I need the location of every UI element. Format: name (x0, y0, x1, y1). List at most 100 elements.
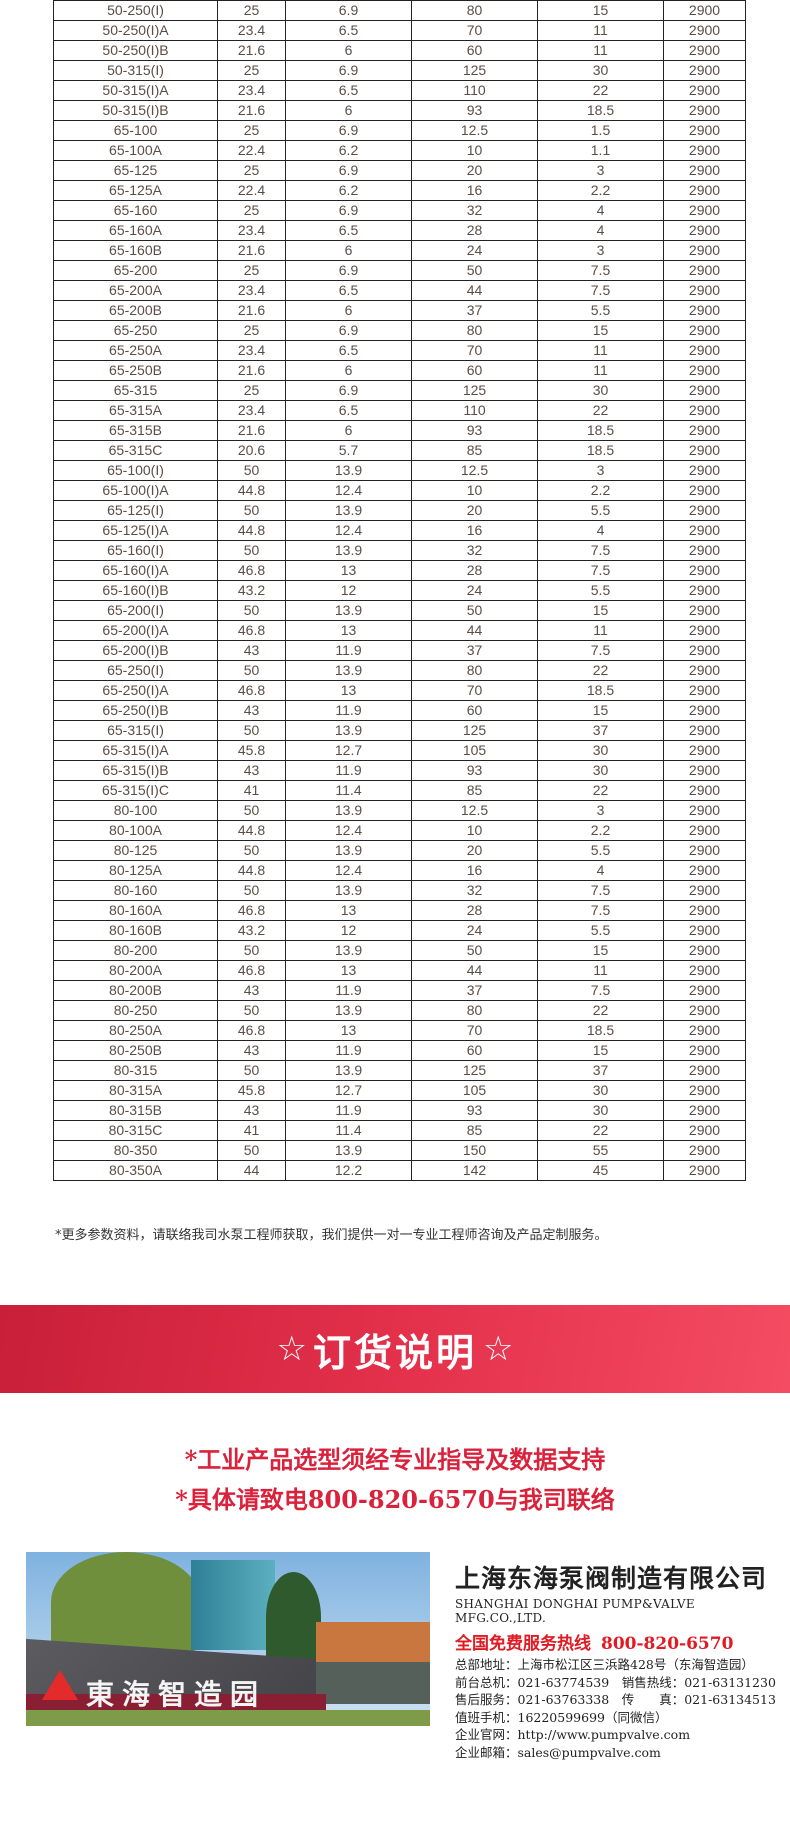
table-cell: 2900 (663, 440, 746, 461)
table-cell: 60 (411, 1040, 538, 1061)
table-cell: 2900 (663, 660, 746, 681)
table-cell: 5.5 (537, 580, 664, 601)
table-cell: 65-315A (53, 400, 218, 421)
table-cell: 43 (217, 1040, 286, 1061)
hotline-number[interactable]: 800-820-6570 (601, 1634, 734, 1654)
table-cell: 7.5 (537, 260, 664, 281)
table-row: 65-160(I) 50 13.9 32 7.5 2900 (53, 540, 746, 561)
table-cell: 6.9 (285, 120, 412, 141)
table-cell: 28 (411, 900, 538, 921)
email-link[interactable]: 企业邮箱：sales@pumpvalve.com (455, 1744, 661, 1760)
table-cell: 2900 (663, 340, 746, 361)
table-cell: 7.5 (537, 980, 664, 1001)
table-cell: 37 (411, 640, 538, 661)
table-row: 80-250 50 13.9 80 22 2900 (53, 1000, 746, 1021)
table-row: 65-160A 23.4 6.5 28 4 2900 (53, 220, 746, 241)
table-cell: 5.5 (537, 500, 664, 521)
table-row: 80-315C 41 11.4 85 22 2900 (53, 1120, 746, 1141)
table-cell: 45.8 (217, 740, 286, 761)
table-cell: 12.5 (411, 460, 538, 481)
table-cell: 23.4 (217, 280, 286, 301)
table-row: 50-250(I)A 23.4 6.5 70 11 2900 (53, 20, 746, 41)
table-cell: 22 (537, 80, 664, 101)
table-cell: 20 (411, 160, 538, 181)
table-cell: 3 (537, 160, 664, 181)
table-cell: 44 (411, 620, 538, 641)
table-cell: 2900 (663, 940, 746, 961)
table-row: 65-100A 22.4 6.2 10 1.1 2900 (53, 140, 746, 161)
table-cell: 2900 (663, 560, 746, 581)
table-cell: 65-125(I)A (53, 520, 218, 541)
table-cell: 125 (411, 380, 538, 401)
table-cell: 50-250(I) (53, 0, 218, 21)
table-row: 65-315 25 6.9 125 30 2900 (53, 380, 746, 401)
table-cell: 45.8 (217, 1080, 286, 1101)
table-cell: 2900 (663, 1160, 746, 1181)
table-row: 65-200(I) 50 13.9 50 15 2900 (53, 600, 746, 621)
table-cell: 3 (537, 240, 664, 261)
table-cell: 12.7 (285, 740, 412, 761)
table-cell: 65-250B (53, 360, 218, 381)
table-cell: 1.1 (537, 140, 664, 161)
table-cell: 2900 (663, 300, 746, 321)
table-cell: 15 (537, 0, 664, 21)
table-row: 80-350A 44 12.2 142 45 2900 (53, 1160, 746, 1181)
table-cell: 2900 (663, 1060, 746, 1081)
table-cell: 4 (537, 200, 664, 221)
table-cell: 50-315(I)A (53, 80, 218, 101)
table-cell: 65-100A (53, 140, 218, 161)
table-cell: 22 (537, 660, 664, 681)
table-cell: 85 (411, 1120, 538, 1141)
table-cell: 13 (285, 1020, 412, 1041)
table-cell: 43.2 (217, 580, 286, 601)
table-cell: 25 (217, 320, 286, 341)
website-link[interactable]: 企业官网：http://www.pumpvalve.com (455, 1727, 691, 1742)
table-cell: 3 (537, 460, 664, 481)
table-cell: 46.8 (217, 680, 286, 701)
table-row: 65-250B 21.6 6 60 11 2900 (53, 360, 746, 381)
table-cell: 22 (537, 1120, 664, 1141)
table-cell: 2900 (663, 720, 746, 741)
table-cell: 32 (411, 200, 538, 221)
table-cell: 65-160 (53, 200, 218, 221)
order-note: *具体请致电800-820-6570与我司联络 (175, 1485, 615, 1514)
table-cell: 50 (217, 460, 286, 481)
table-cell: 65-250(I)A (53, 680, 218, 701)
table-row: 80-125A 44.8 12.4 16 4 2900 (53, 860, 746, 881)
table-cell: 18.5 (537, 1020, 664, 1041)
table-cell: 50 (217, 1060, 286, 1081)
table-row: 80-250B 43 11.9 60 15 2900 (53, 1040, 746, 1061)
table-cell: 80-125A (53, 860, 218, 881)
factory-photo: 東海智造园 (26, 1552, 430, 1726)
table-cell: 46.8 (217, 900, 286, 921)
table-cell: 30 (537, 380, 664, 401)
table-cell: 2900 (663, 700, 746, 721)
table-cell: 6.5 (285, 340, 412, 361)
table-cell: 70 (411, 20, 538, 41)
table-cell: 50 (217, 500, 286, 521)
table-cell: 11.9 (285, 980, 412, 1001)
table-cell: 46.8 (217, 1020, 286, 1041)
table-cell: 13.9 (285, 1000, 412, 1021)
table-cell: 13.9 (285, 880, 412, 901)
table-cell: 150 (411, 1140, 538, 1161)
table-row: 50-250(I) 25 6.9 80 15 2900 (53, 0, 746, 21)
table-row: 80-100 50 13.9 12.5 3 2900 (53, 800, 746, 821)
table-cell: 93 (411, 1100, 538, 1121)
table-cell: 3 (537, 800, 664, 821)
table-cell: 6.5 (285, 20, 412, 41)
table-cell: 20 (411, 500, 538, 521)
table-cell: 80-200A (53, 960, 218, 981)
table-cell: 65-250(I)B (53, 700, 218, 721)
table-cell: 80-315A (53, 1080, 218, 1101)
table-row: 65-100(I)A 44.8 12.4 10 2.2 2900 (53, 480, 746, 501)
table-cell: 11 (537, 40, 664, 61)
table-cell: 50 (217, 720, 286, 741)
table-cell: 11 (537, 960, 664, 981)
table-cell: 16 (411, 520, 538, 541)
table-cell: 23.4 (217, 20, 286, 41)
table-cell: 2900 (663, 280, 746, 301)
table-row: 80-315A 45.8 12.7 105 30 2900 (53, 1080, 746, 1101)
table-cell: 6 (285, 40, 412, 61)
table-cell: 12.4 (285, 860, 412, 881)
